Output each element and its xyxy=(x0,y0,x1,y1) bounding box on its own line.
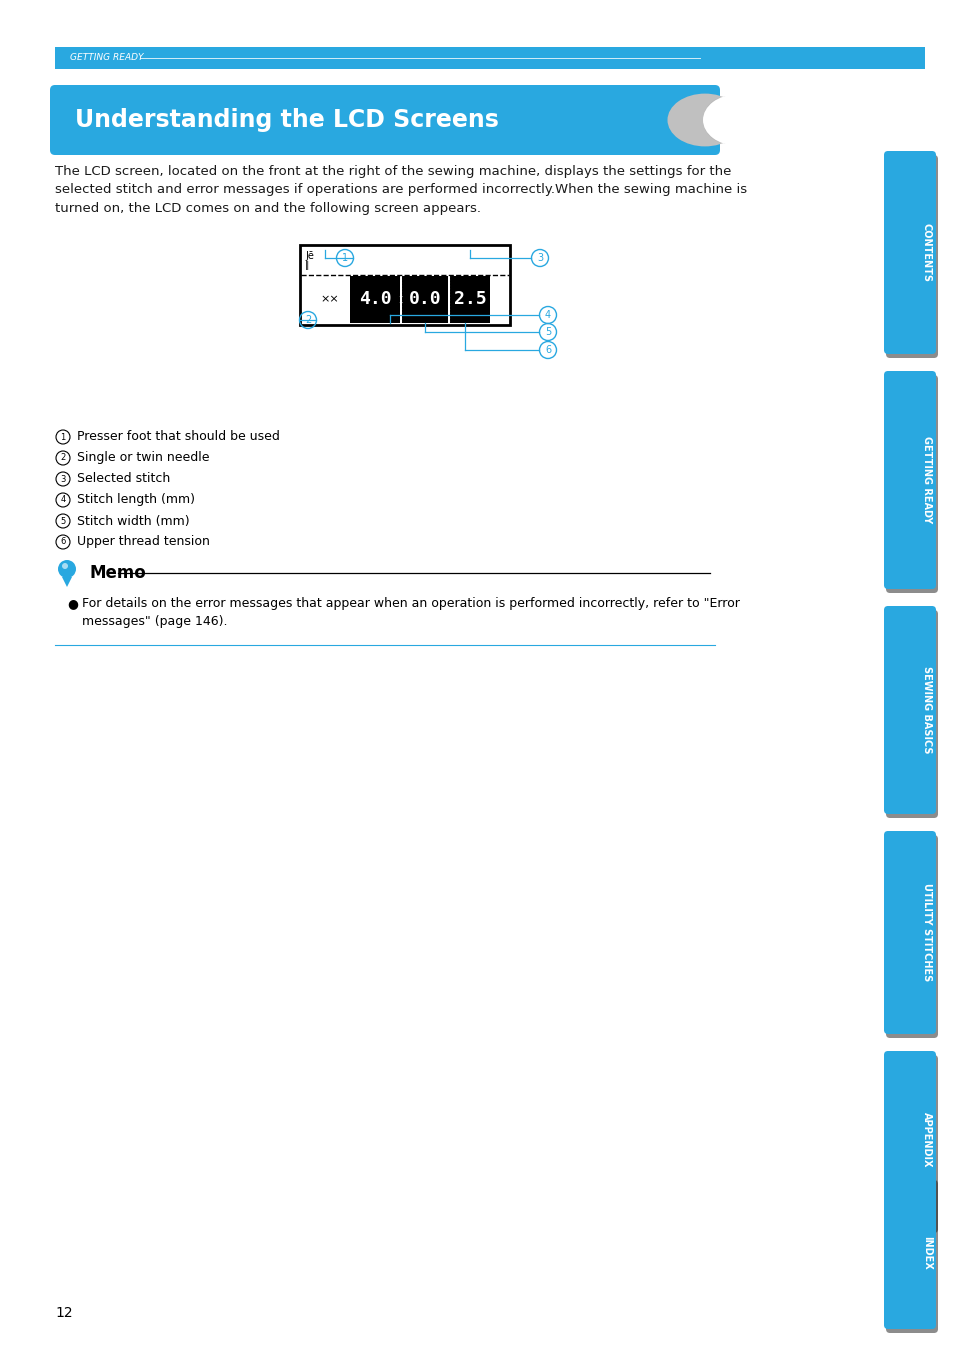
Text: 1: 1 xyxy=(341,253,348,263)
Text: 2: 2 xyxy=(60,453,66,462)
Text: INDEX: INDEX xyxy=(921,1236,931,1270)
FancyBboxPatch shape xyxy=(883,151,935,355)
Text: 4: 4 xyxy=(60,496,66,504)
Text: 6: 6 xyxy=(544,345,551,355)
Text: 2: 2 xyxy=(305,315,311,325)
Text: 3: 3 xyxy=(60,474,66,484)
Text: 0.0: 0.0 xyxy=(408,291,441,309)
Text: UTILITY STITCHES: UTILITY STITCHES xyxy=(921,883,931,981)
Text: 3: 3 xyxy=(537,253,542,263)
FancyBboxPatch shape xyxy=(883,830,935,1034)
Ellipse shape xyxy=(702,94,770,146)
Circle shape xyxy=(62,563,68,569)
FancyBboxPatch shape xyxy=(350,276,399,324)
Circle shape xyxy=(58,559,76,578)
FancyBboxPatch shape xyxy=(50,85,720,155)
Text: 12: 12 xyxy=(55,1306,72,1320)
Text: For details on the error messages that appear when an operation is performed inc: For details on the error messages that a… xyxy=(82,597,740,628)
FancyBboxPatch shape xyxy=(401,276,448,324)
Text: ●: ● xyxy=(67,597,78,611)
Text: 5: 5 xyxy=(544,328,551,337)
Text: GETTING READY: GETTING READY xyxy=(70,54,143,62)
Ellipse shape xyxy=(667,93,741,147)
Text: Understanding the LCD Screens: Understanding the LCD Screens xyxy=(75,108,498,132)
FancyBboxPatch shape xyxy=(885,1180,937,1333)
FancyBboxPatch shape xyxy=(883,371,935,589)
FancyBboxPatch shape xyxy=(55,47,924,69)
Text: SEWING BASICS: SEWING BASICS xyxy=(921,666,931,754)
Text: Stitch width (mm): Stitch width (mm) xyxy=(77,515,190,527)
Text: Memo: Memo xyxy=(90,563,147,582)
Text: The LCD screen, located on the front at the right of the sewing machine, display: The LCD screen, located on the front at … xyxy=(55,164,746,214)
Text: 4.0: 4.0 xyxy=(358,291,391,309)
Polygon shape xyxy=(62,577,71,586)
Text: Single or twin needle: Single or twin needle xyxy=(77,452,210,465)
Text: Selected stitch: Selected stitch xyxy=(77,473,170,485)
Text: Presser foot that should be used: Presser foot that should be used xyxy=(77,430,279,443)
FancyBboxPatch shape xyxy=(883,1051,935,1229)
Text: 1: 1 xyxy=(60,433,66,442)
Ellipse shape xyxy=(702,97,750,143)
FancyBboxPatch shape xyxy=(885,834,937,1038)
Text: ‖: ‖ xyxy=(305,262,309,271)
FancyBboxPatch shape xyxy=(885,155,937,359)
FancyBboxPatch shape xyxy=(885,375,937,593)
FancyBboxPatch shape xyxy=(885,1055,937,1233)
Ellipse shape xyxy=(717,96,772,144)
Text: Stitch length (mm): Stitch length (mm) xyxy=(77,493,194,507)
Text: CONTENTS: CONTENTS xyxy=(921,222,931,282)
Text: Jē: Jē xyxy=(305,251,314,262)
Text: 6: 6 xyxy=(60,538,66,546)
Text: ~
~: ~ ~ xyxy=(398,294,403,305)
Text: 4: 4 xyxy=(544,310,551,319)
FancyBboxPatch shape xyxy=(450,276,490,324)
Text: 2.5: 2.5 xyxy=(454,291,486,309)
FancyBboxPatch shape xyxy=(883,607,935,814)
FancyBboxPatch shape xyxy=(883,1175,935,1329)
Text: APPENDIX: APPENDIX xyxy=(921,1112,931,1167)
FancyBboxPatch shape xyxy=(885,611,937,818)
Text: Upper thread tension: Upper thread tension xyxy=(77,535,210,549)
Text: 5: 5 xyxy=(60,516,66,526)
Text: ××: ×× xyxy=(319,294,338,305)
FancyBboxPatch shape xyxy=(299,245,510,325)
Text: GETTING READY: GETTING READY xyxy=(921,437,931,523)
